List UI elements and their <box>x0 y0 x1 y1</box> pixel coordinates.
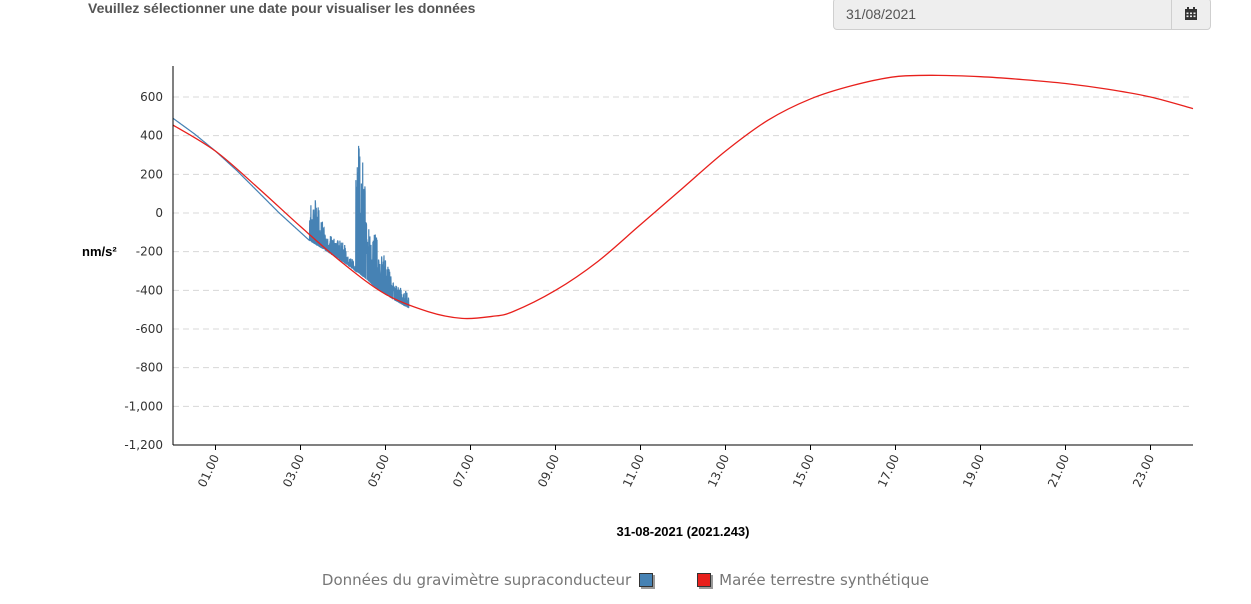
x-tick-label: 05.00 <box>365 452 392 489</box>
x-tick-label: 23.00 <box>1130 452 1157 489</box>
legend-label: Données du gravimètre supraconducteur <box>321 571 632 589</box>
x-tick-label: 17.00 <box>875 452 902 489</box>
grid-lines <box>173 96 1193 446</box>
y-tick-label: -1,000 <box>124 399 163 413</box>
legend-item-gravimeter[interactable]: Données du gravimètre supraconducteur <box>321 571 654 589</box>
axes: 600 400 200 0 -200 -400 -600 -800 -1,000 -1,200 01… <box>124 66 1193 489</box>
x-tick-label: 13.00 <box>705 452 732 489</box>
legend: Données du gravimètre supraconducteur Mar… <box>0 571 1251 589</box>
legend-swatch <box>697 573 712 587</box>
x-tick-label: 09.00 <box>535 452 562 489</box>
calendar-button[interactable] <box>1171 0 1210 29</box>
y-tick-label: -1,200 <box>124 438 163 452</box>
y-tick-label: 200 <box>140 167 163 181</box>
x-tick-label: 19.00 <box>960 452 987 489</box>
y-axis-label: nm/s² <box>82 244 117 259</box>
y-tick-label: -200 <box>136 245 163 259</box>
y-tick-label: 0 <box>155 206 163 220</box>
calendar-icon <box>1185 7 1197 20</box>
x-tick-label: 21.00 <box>1045 452 1072 489</box>
legend-swatch <box>639 573 654 587</box>
y-tick-label: 600 <box>140 90 163 104</box>
y-tick-label: -600 <box>136 322 163 336</box>
x-tick-label: 03.00 <box>280 452 307 489</box>
x-axis-label: 31-08-2021 (2021.243) <box>617 524 750 539</box>
y-tick-label: -400 <box>136 283 163 297</box>
gravity-chart: 600 400 200 0 -200 -400 -600 -800 -1,000 -1,200 01… <box>82 66 1194 539</box>
y-tick-label: 400 <box>140 129 163 143</box>
x-tick-label: 07.00 <box>450 452 477 489</box>
prompt-text: Veuillez sélectionner une date pour visu… <box>88 0 476 16</box>
series-line-tide <box>172 74 1194 320</box>
x-tick-label: 11.00 <box>620 452 647 489</box>
y-tick-label: -800 <box>136 361 163 375</box>
legend-item-tide[interactable]: Marée terrestre synthétique <box>697 571 929 589</box>
series-layer <box>172 74 1194 320</box>
x-tick-label: 15.00 <box>790 452 817 489</box>
date-picker[interactable] <box>833 0 1211 30</box>
x-tick-label: 01.00 <box>195 452 222 489</box>
legend-label: Marée terrestre synthétique <box>719 571 930 589</box>
date-input[interactable] <box>834 0 1172 29</box>
